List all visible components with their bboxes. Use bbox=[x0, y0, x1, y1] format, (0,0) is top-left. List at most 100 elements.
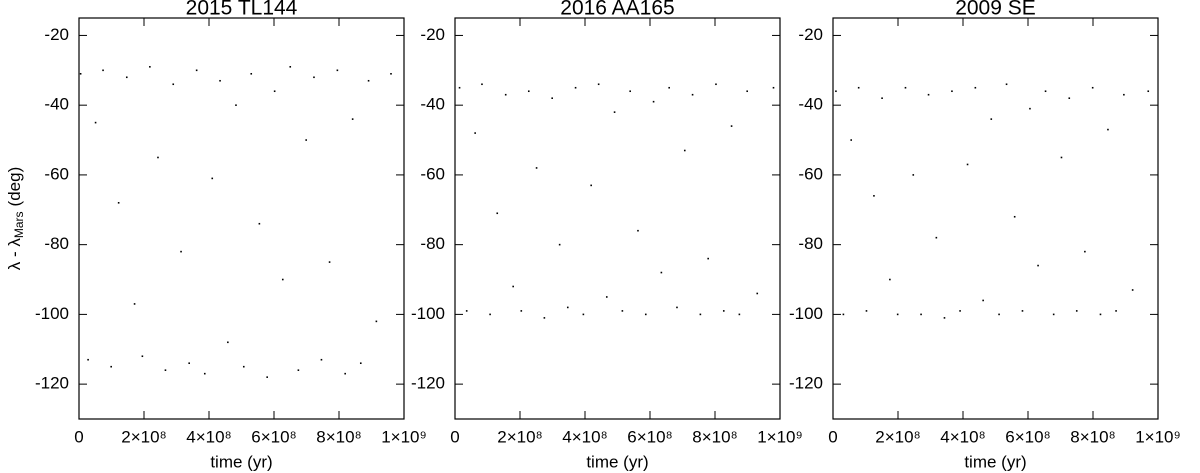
point bbox=[242, 365, 245, 368]
point bbox=[597, 83, 600, 86]
y-tick-label: -60 bbox=[420, 164, 445, 183]
plot-frame bbox=[454, 17, 781, 420]
point bbox=[1091, 86, 1094, 89]
point bbox=[746, 90, 748, 93]
point bbox=[730, 125, 733, 127]
x-tick-label: 6×10⁸ bbox=[251, 427, 296, 446]
point bbox=[458, 86, 461, 89]
point bbox=[1013, 215, 1016, 218]
point bbox=[927, 93, 930, 96]
point bbox=[305, 139, 307, 141]
y-axis-label: λ - λMars (deg) bbox=[5, 167, 26, 270]
point bbox=[258, 222, 261, 225]
y-tick-label: -80 bbox=[420, 234, 445, 253]
y-tick-label: -20 bbox=[44, 25, 69, 44]
y-tick-label: -100 bbox=[789, 304, 823, 323]
point bbox=[660, 271, 663, 274]
x-axis-label: time (yr) bbox=[210, 452, 272, 471]
x-tick-label: 0 bbox=[828, 427, 837, 446]
x-tick-label: 4×10⁸ bbox=[562, 427, 607, 446]
point bbox=[172, 83, 175, 86]
y-tick-label: -40 bbox=[44, 95, 69, 114]
point bbox=[857, 86, 860, 89]
point bbox=[676, 306, 678, 309]
point bbox=[375, 320, 378, 323]
panel-title: 2016 AA165 bbox=[560, 0, 674, 20]
point bbox=[1037, 264, 1039, 267]
point bbox=[188, 362, 190, 365]
y-tick-label: -60 bbox=[798, 164, 823, 183]
point bbox=[1084, 250, 1086, 253]
point bbox=[982, 299, 984, 302]
point bbox=[1029, 107, 1031, 110]
point bbox=[1044, 90, 1047, 93]
point bbox=[496, 212, 499, 215]
point bbox=[873, 195, 875, 197]
panel: 2009 SE -20 -40 -60 -80 -100 -120 0 2×10⁸ 4×10⁸ 6×… bbox=[789, 0, 1181, 471]
x-tick-label: 6×10⁸ bbox=[1005, 427, 1050, 446]
point bbox=[1075, 310, 1078, 312]
plot-frame bbox=[78, 17, 405, 420]
point bbox=[527, 90, 530, 93]
point bbox=[842, 313, 845, 316]
point bbox=[920, 313, 922, 316]
point bbox=[691, 93, 694, 96]
point bbox=[896, 313, 899, 316]
point bbox=[180, 250, 182, 253]
point bbox=[998, 313, 1000, 316]
point bbox=[117, 202, 120, 204]
point bbox=[474, 132, 476, 134]
point bbox=[904, 86, 907, 89]
point bbox=[558, 243, 561, 246]
point bbox=[551, 97, 553, 99]
y-tick-label: -20 bbox=[798, 25, 823, 44]
point bbox=[125, 76, 128, 79]
point bbox=[359, 362, 362, 365]
point bbox=[590, 184, 592, 187]
point bbox=[959, 310, 961, 312]
point bbox=[990, 118, 993, 120]
y-tick-label: -120 bbox=[789, 374, 823, 393]
point bbox=[344, 372, 346, 375]
x-tick-label: 8×10⁸ bbox=[1070, 427, 1115, 446]
point bbox=[1005, 83, 1008, 86]
point bbox=[102, 69, 104, 72]
point bbox=[465, 310, 468, 312]
point bbox=[668, 86, 670, 89]
x-tick-label: 4×10⁸ bbox=[940, 427, 985, 446]
point bbox=[211, 177, 214, 180]
point bbox=[621, 310, 624, 312]
x-tick-label: 8×10⁸ bbox=[316, 427, 361, 446]
point bbox=[504, 93, 507, 96]
point bbox=[195, 69, 198, 72]
x-tick-label: 1×10⁹ bbox=[381, 427, 427, 446]
point bbox=[320, 358, 323, 361]
x-tick-label: 2×10⁸ bbox=[121, 427, 166, 446]
point bbox=[1123, 93, 1125, 96]
y-tick-label: -40 bbox=[798, 95, 823, 114]
point bbox=[574, 86, 577, 89]
y-tick-label: -80 bbox=[798, 234, 823, 253]
point bbox=[203, 372, 206, 375]
x-tick-label: 0 bbox=[74, 427, 83, 446]
plot-frame bbox=[832, 17, 1159, 420]
x-axis-label: time (yr) bbox=[964, 452, 1026, 471]
point bbox=[865, 310, 868, 312]
point bbox=[850, 139, 852, 141]
point bbox=[157, 156, 159, 159]
point bbox=[227, 341, 229, 344]
y-tick-label: -100 bbox=[35, 304, 69, 323]
y-axis-label-part: λ - λ bbox=[5, 238, 24, 271]
x-tick-label: 4×10⁸ bbox=[186, 427, 231, 446]
point bbox=[582, 313, 585, 316]
x-tick-label: 1×10⁹ bbox=[757, 427, 803, 446]
point bbox=[707, 257, 709, 260]
x-tick-label: 2×10⁸ bbox=[875, 427, 920, 446]
point bbox=[935, 236, 938, 239]
point bbox=[266, 376, 268, 378]
point bbox=[715, 83, 717, 86]
point bbox=[637, 229, 639, 232]
point bbox=[543, 317, 546, 319]
point bbox=[951, 90, 953, 93]
